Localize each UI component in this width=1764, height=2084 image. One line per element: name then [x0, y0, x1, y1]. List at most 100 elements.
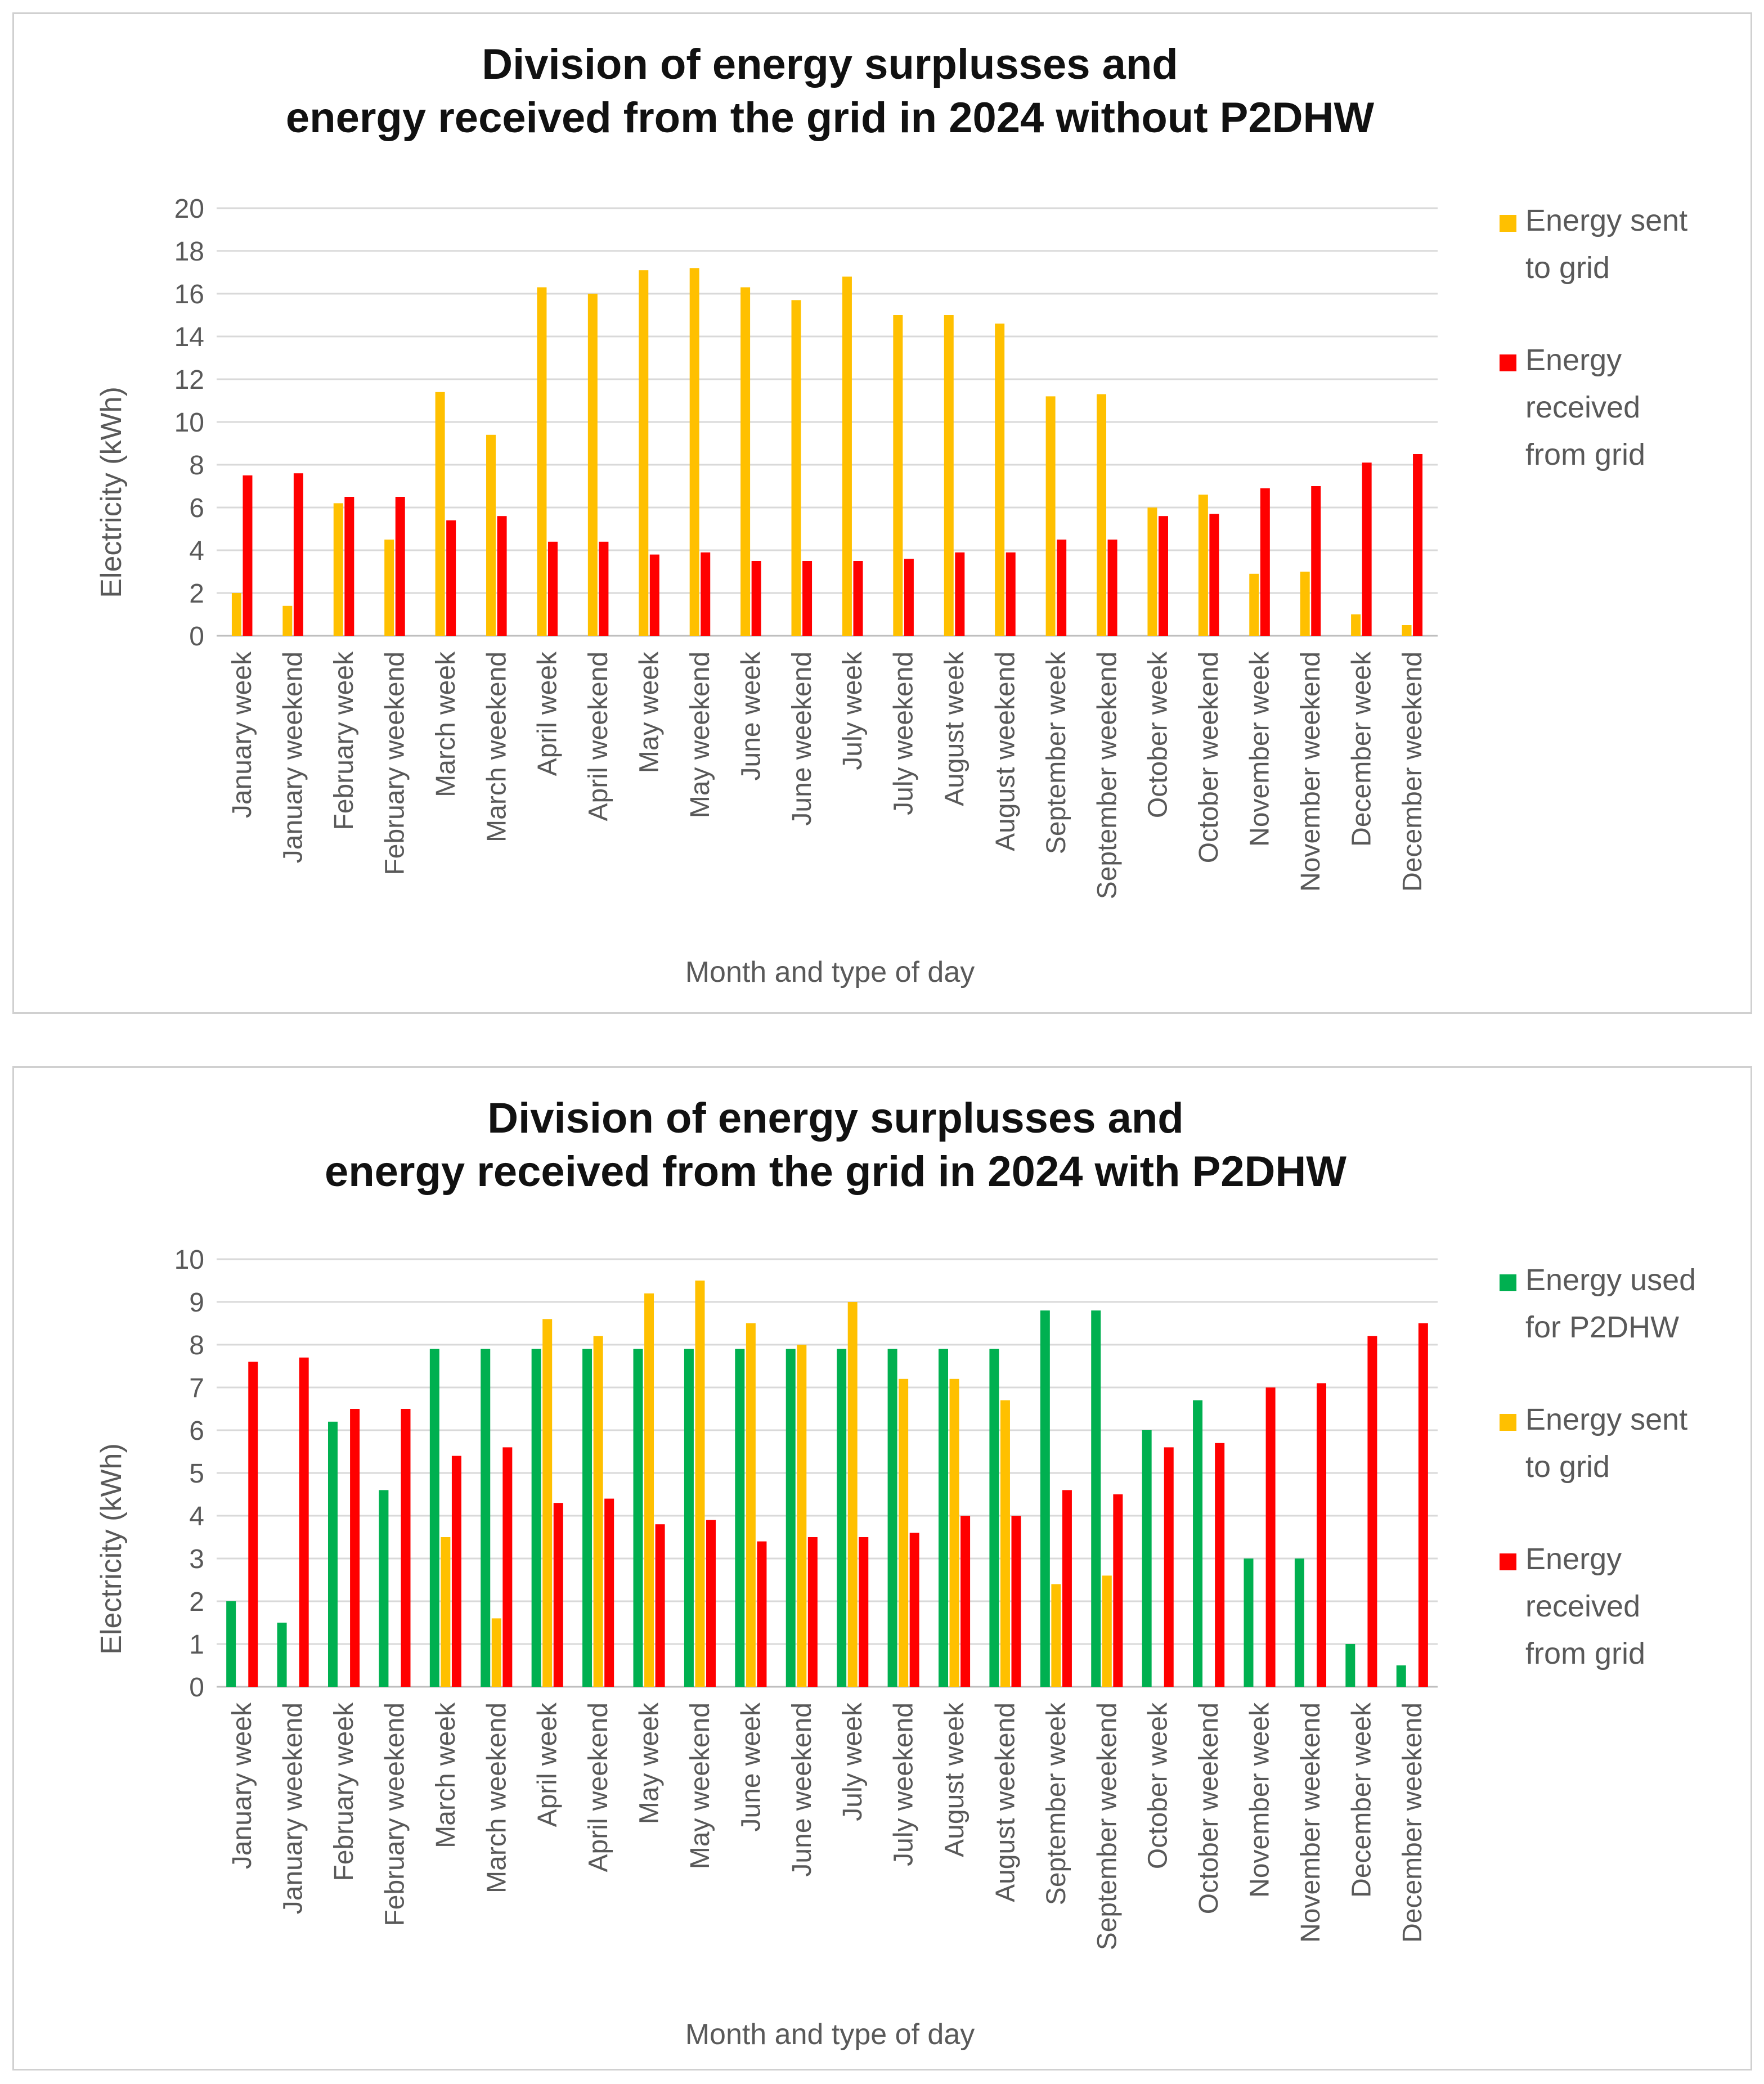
bar-energy-received-from-grid-april-week [553, 1503, 563, 1687]
bar-energy-received-from-grid-march-week [451, 1456, 461, 1687]
bar-energy-received-from-grid-may-week [655, 1524, 665, 1687]
y-tick-label: 16 [174, 280, 204, 309]
bar-energy-received-from-grid-june-week [751, 561, 761, 636]
bar-energy-sent-to-grid-june-week [746, 1323, 756, 1687]
y-tick-label: 10 [174, 1245, 204, 1275]
x-axis-title: Month and type of day [685, 956, 975, 989]
bar-energy-used-for-p2dhw-october-weekend [1193, 1400, 1203, 1687]
chart-title-line-1: Division of energy surplusses and [487, 1094, 1183, 1142]
legend: Energy used for P2DHW Energy sent to grid En… [1500, 1263, 1696, 1670]
bar-energy-used-for-p2dhw-march-week [429, 1349, 439, 1687]
x-tick-label: January week [227, 1702, 257, 1869]
x-tick-label: October week [1143, 1702, 1173, 1869]
y-tick-label: 9 [189, 1288, 204, 1318]
bar-energy-received-from-grid-april-weekend [604, 1498, 614, 1687]
bar-energy-sent-to-grid-may-weekend [689, 268, 699, 636]
bar-energy-received-from-grid-january-week [248, 1362, 258, 1687]
x-tick-label: November week [1245, 651, 1275, 847]
chart-title-line-1: Division of energy surplusses and [482, 41, 1178, 88]
bar-energy-received-from-grid-march-weekend [502, 1447, 513, 1687]
x-tick-label: September week [1042, 1702, 1071, 1905]
bar-energy-received-from-grid-october-weekend [1209, 514, 1219, 636]
bar-energy-used-for-p2dhw-may-weekend [684, 1349, 694, 1687]
x-tick-label: January week [227, 651, 257, 818]
chart-title-line-2: energy received from the grid in 2024 wi… [286, 94, 1374, 142]
x-tick-label: December week [1346, 651, 1376, 847]
legend-label-energy-received-from-grid: Energy received from grid [1525, 1542, 1645, 1670]
bar-energy-sent-to-grid-january-week [231, 593, 241, 636]
bar-energy-received-from-grid-october-week [1158, 516, 1168, 636]
x-tick-label: July week [838, 651, 868, 770]
bar-energy-received-from-grid-august-week [960, 1516, 971, 1687]
x-tick-label: January weekend [279, 652, 308, 863]
bar-energy-received-from-grid-july-week [853, 561, 863, 636]
x-tick-label: December weekend [1398, 652, 1428, 892]
x-tick-label: April week [533, 651, 563, 776]
bar-energy-received-from-grid-december-week [1362, 462, 1372, 636]
bar-energy-received-from-grid-may-week [649, 554, 659, 636]
bar-energy-received-from-grid-april-week [547, 541, 558, 636]
bar-energy-sent-to-grid-august-weekend [1000, 1400, 1010, 1687]
bar-energy-received-from-grid-february-weekend [401, 1409, 411, 1687]
x-tick-label: May weekend [685, 652, 715, 818]
bar-energy-sent-to-grid-april-week [542, 1319, 553, 1687]
bar-energy-received-from-grid-may-weekend [706, 1520, 716, 1687]
bar-energy-received-from-grid-september-weekend [1107, 540, 1117, 636]
y-tick-label: 8 [189, 1331, 204, 1360]
bar-energy-received-from-grid-december-weekend [1418, 1323, 1428, 1687]
bar-energy-received-from-grid-january-weekend [293, 473, 303, 636]
y-axis-title: Electricity (kWh) [95, 387, 128, 598]
bar-energy-received-from-grid-november-weekend [1311, 486, 1321, 636]
y-tick-label: 5 [189, 1459, 204, 1489]
bar-energy-received-from-grid-august-week [955, 552, 965, 636]
legend-swatch-energy-sent-to-grid [1500, 1414, 1516, 1431]
bar-energy-received-from-grid-july-weekend [904, 559, 914, 636]
x-tick-label: September week [1042, 651, 1071, 854]
x-tick-label: November weekend [1296, 652, 1326, 892]
x-tick-label: February weekend [380, 1703, 410, 1926]
bar-energy-received-from-grid-october-week [1164, 1447, 1174, 1687]
legend-swatch-energy-received-from-grid [1500, 1553, 1516, 1570]
y-tick-label: 6 [189, 1416, 204, 1446]
plot-area: 0 1 2 3 4 5 6 7 8 9 10 January week January weekend F… [174, 1245, 1438, 1950]
x-tick-label: September weekend [1092, 652, 1122, 899]
bar-energy-sent-to-grid-december-week [1351, 614, 1361, 636]
y-tick-label: 6 [189, 493, 204, 523]
bar-energy-used-for-p2dhw-november-week [1244, 1558, 1254, 1687]
x-tick-label: May week [635, 651, 665, 773]
bar-energy-received-from-grid-july-week [859, 1537, 869, 1687]
bar-energy-used-for-p2dhw-october-week [1142, 1430, 1152, 1687]
bar-energy-used-for-p2dhw-april-week [531, 1349, 541, 1687]
bar-energy-sent-to-grid-june-week [740, 287, 751, 636]
bar-energy-sent-to-grid-october-weekend [1198, 495, 1208, 636]
bar-energy-sent-to-grid-april-weekend [587, 294, 598, 636]
bar-energy-sent-to-grid-august-week [944, 315, 954, 636]
y-tick-label: 3 [189, 1544, 204, 1574]
legend: Energy sent to grid Energy received from gri… [1500, 204, 1687, 471]
y-tick-label: 14 [174, 322, 204, 352]
bar-energy-received-from-grid-june-weekend [802, 561, 813, 636]
x-tick-label: January weekend [279, 1703, 308, 1914]
bar-energy-sent-to-grid-june-weekend [797, 1345, 807, 1687]
bar-energy-sent-to-grid-march-weekend [486, 434, 496, 636]
y-tick-label: 12 [174, 365, 204, 395]
x-tick-label: March weekend [482, 1703, 511, 1893]
bar-energy-used-for-p2dhw-june-weekend [786, 1349, 796, 1687]
bar-energy-sent-to-grid-november-weekend [1300, 572, 1310, 636]
bar-energy-received-from-grid-november-week [1265, 1387, 1276, 1687]
x-tick-label: December weekend [1398, 1703, 1428, 1943]
x-tick-label: November week [1245, 1702, 1275, 1898]
x-axis-title: Month and type of day [685, 2018, 975, 2051]
bar-energy-used-for-p2dhw-april-weekend [582, 1349, 593, 1687]
bar-energy-sent-to-grid-september-weekend [1102, 1575, 1112, 1687]
bar-energy-used-for-p2dhw-july-week [837, 1349, 847, 1687]
bar-energy-sent-to-grid-july-week [842, 276, 852, 636]
bar-energy-used-for-p2dhw-november-weekend [1294, 1558, 1304, 1687]
y-tick-label: 10 [174, 408, 204, 438]
bar-energy-received-from-grid-august-weekend [1006, 552, 1016, 636]
y-axis-title: Electricity (kWh) [95, 1443, 128, 1655]
bar-energy-sent-to-grid-july-week [847, 1302, 858, 1687]
bar-energy-received-from-grid-december-week [1367, 1336, 1377, 1687]
chart-title-line-2: energy received from the grid in 2024 wi… [325, 1148, 1346, 1196]
legend-label-energy-sent-to-grid: Energy sent to grid [1525, 204, 1687, 285]
